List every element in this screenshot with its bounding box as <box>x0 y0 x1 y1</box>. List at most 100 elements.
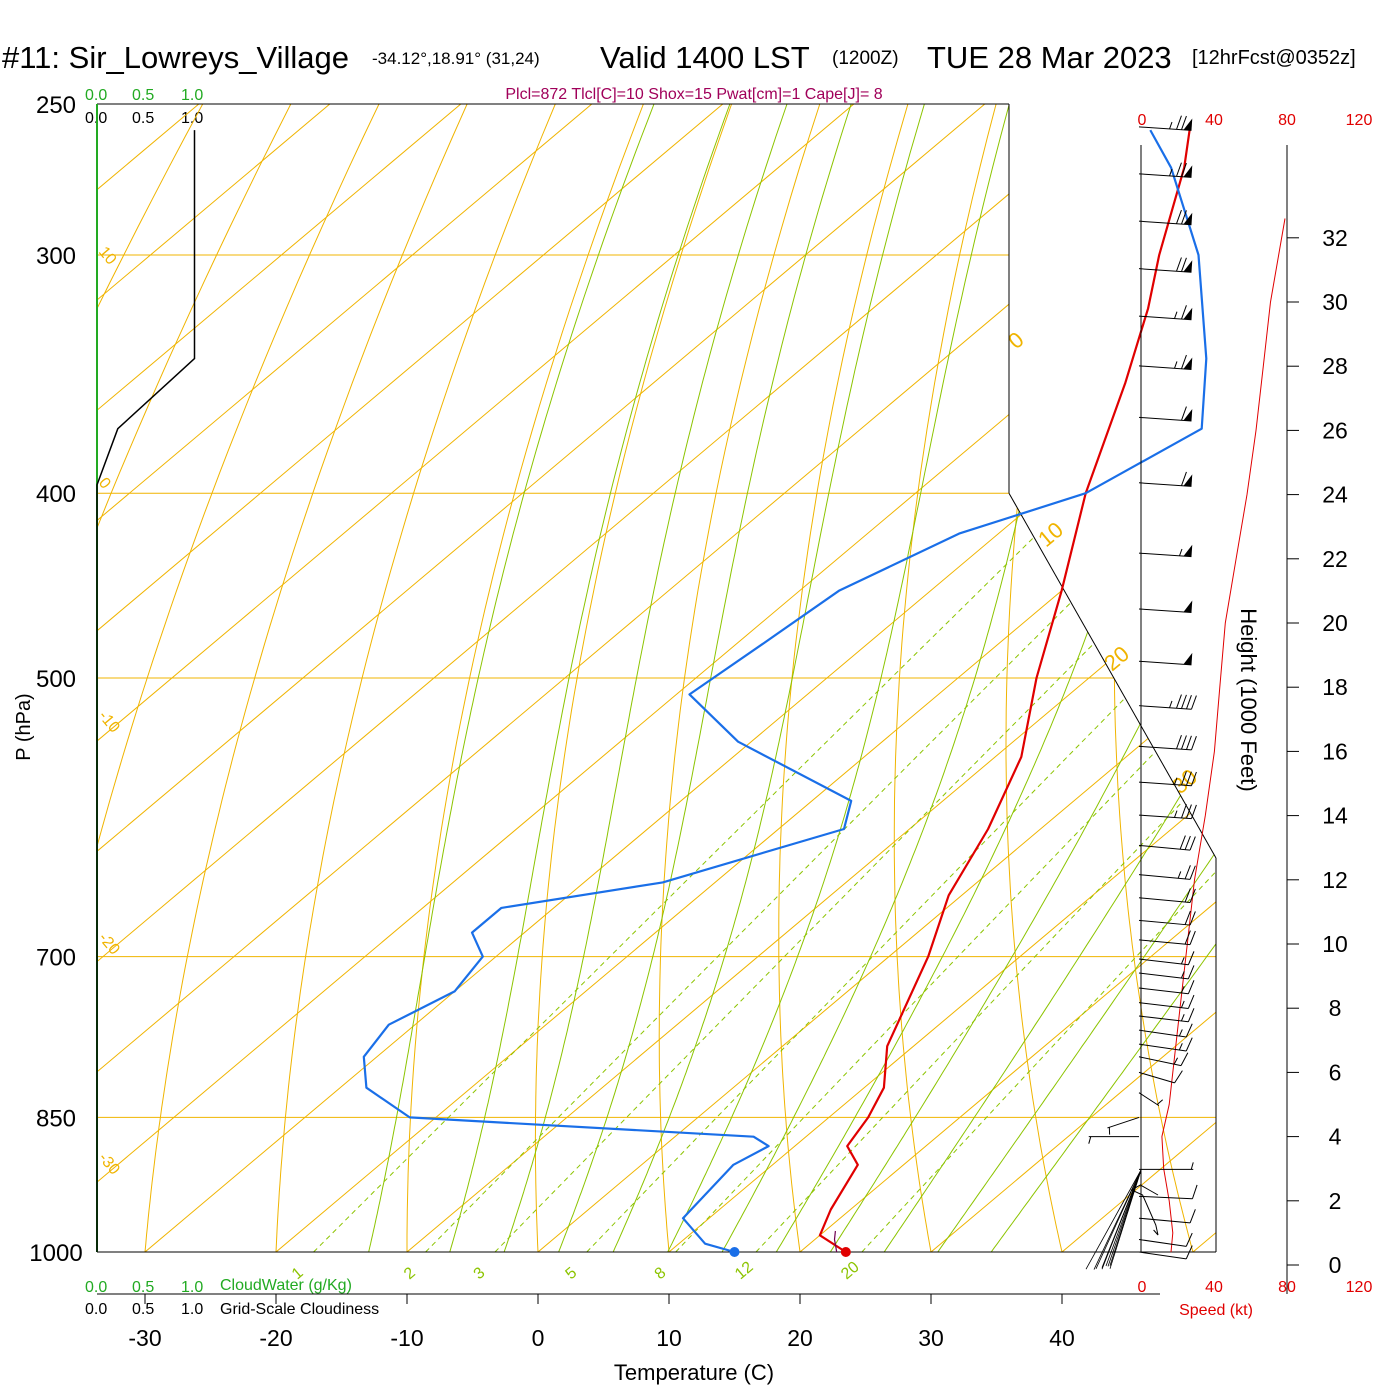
barb-feather <box>1184 835 1191 850</box>
isotherm <box>537 104 1216 1252</box>
barb-feather <box>1191 1184 1198 1199</box>
y-axis-label: P (hPa) <box>13 693 35 760</box>
barb-feather <box>1174 1070 1183 1084</box>
height-tick-label: 16 <box>1322 738 1348 764</box>
barb-feather <box>1176 734 1182 750</box>
isotherm <box>97 104 593 1252</box>
barb-feather <box>1186 735 1192 750</box>
wind-barb <box>1138 835 1196 851</box>
height-tick-label: 8 <box>1329 995 1342 1021</box>
cloudiness-label: Grid-Scale Cloudiness <box>220 1301 379 1318</box>
cloud-bottom-black-2: 1.0 <box>181 1301 203 1318</box>
cloud-scale-top: 0.0 0.5 1.0 0.0 0.5 1.0 <box>85 87 203 127</box>
cloud-bottom-green-0: 0.0 <box>85 1279 107 1296</box>
barb-feather <box>1190 695 1197 710</box>
barb-half-feather <box>1174 361 1178 369</box>
barb-feather <box>1190 804 1197 819</box>
barb-feather <box>1184 865 1191 880</box>
barb-shaft <box>1138 987 1189 995</box>
height-tick-label: 6 <box>1329 1059 1342 1085</box>
dewpoint-line <box>362 129 1208 1254</box>
barb-feather <box>1187 1008 1195 1022</box>
barb-feather <box>1181 305 1187 320</box>
wind-barb <box>1138 1070 1183 1084</box>
barb-shaft <box>1138 1195 1193 1200</box>
barb-half-feather <box>1180 971 1185 979</box>
barb-feather <box>1176 257 1182 272</box>
barb-feather <box>1189 1209 1196 1224</box>
isotherm-label-left: -10 <box>95 708 123 737</box>
barb-shaft <box>1138 1043 1187 1052</box>
mixing-ratio-label: 2 <box>401 1264 419 1283</box>
isotherm-label-left: -20 <box>95 930 123 959</box>
dry-adiabat <box>1005 104 1093 1252</box>
station-coords: -34.12°,18.91° (31,24) <box>372 49 540 68</box>
height-axis-label: Height (1000 Feet) <box>1236 608 1261 791</box>
barb-shaft <box>1138 972 1189 980</box>
utc-time: (1200Z) <box>832 48 899 69</box>
barb-feather <box>1185 1232 1193 1247</box>
barb-feather <box>1186 804 1192 819</box>
barb-flag <box>1183 474 1193 487</box>
barb-half-feather <box>1088 1136 1092 1144</box>
wind-barb <box>1138 1092 1164 1107</box>
barb-half-feather <box>1178 1043 1183 1051</box>
hodograph-spoke <box>1107 1169 1142 1267</box>
barb-feather <box>1176 162 1182 177</box>
barb-shaft <box>1107 1116 1140 1129</box>
barb-half-feather <box>1180 1014 1185 1022</box>
barb-half-feather <box>1178 1029 1183 1037</box>
cloud-top-green-2: 1.0 <box>181 87 203 104</box>
barb-half-feather <box>1169 168 1173 177</box>
x-tick-label: 20 <box>787 1325 813 1351</box>
height-tick-label: 20 <box>1322 610 1348 636</box>
barb-shaft <box>1138 705 1192 710</box>
barb-shaft <box>1138 781 1192 787</box>
wind-barb <box>1138 1052 1189 1067</box>
barb-feather <box>1181 771 1187 786</box>
barb-feather <box>1189 836 1196 851</box>
wind-barb <box>1138 888 1196 904</box>
barb-feather <box>1181 804 1187 819</box>
dry-adiabat <box>778 104 919 1252</box>
barb-shaft <box>1138 939 1191 946</box>
isotherm <box>406 104 1216 1252</box>
barb-feather <box>1187 951 1195 966</box>
barb-shaft <box>1138 814 1192 820</box>
clipped-background <box>97 104 1216 1252</box>
wind-barb <box>1138 965 1195 980</box>
p-tick-label: 500 <box>36 666 76 693</box>
barb-feather <box>1187 994 1195 1009</box>
x-axis-label: Temperature (C) <box>614 1360 774 1385</box>
axis-ticks: -30 -20 -10 0 10 20 30 402503004005007008501000… <box>29 92 1348 1351</box>
stats-line: Plcl=872 Tlcl[C]=10 Shox=15 Pwat[cm]=1 C… <box>505 86 882 103</box>
barb-flag <box>1183 118 1193 131</box>
cloud-bottom-black-1: 0.5 <box>132 1301 154 1318</box>
p-tick-label: 1000 <box>29 1240 82 1267</box>
moist-adiabat <box>594 104 925 1252</box>
wind-barb <box>1138 865 1196 880</box>
moist-adiabat <box>751 104 1216 1252</box>
barb-shaft <box>1138 365 1192 370</box>
barb-feather <box>1181 735 1187 750</box>
valid-date: TUE 28 Mar 2023 <box>927 40 1172 75</box>
wind-barb <box>1138 1008 1195 1023</box>
cloud-top-green-0: 0.0 <box>85 87 107 104</box>
cloudiness-line <box>96 130 196 1252</box>
p-tick-label: 700 <box>36 945 76 972</box>
barb-flag <box>1183 307 1193 320</box>
barb-shaft <box>1138 897 1191 904</box>
height-tick-label: 4 <box>1329 1124 1342 1150</box>
barb-feather <box>1181 471 1187 486</box>
dry-adiabat <box>534 104 745 1252</box>
cloud-bottom-black-0: 0.0 <box>85 1301 107 1318</box>
barb-shaft <box>1138 268 1192 273</box>
barb-feather <box>1185 1037 1193 1052</box>
barb-half-feather <box>1173 1057 1179 1065</box>
wind-barb <box>1138 1023 1193 1038</box>
barb-shaft <box>1138 1251 1187 1260</box>
cloud-top-green-1: 0.5 <box>132 87 154 104</box>
speed-axis: 0 40 80 120 0 40 80 120 Speed (kt) <box>1138 112 1373 1319</box>
dry-adiabat <box>893 104 1006 1252</box>
